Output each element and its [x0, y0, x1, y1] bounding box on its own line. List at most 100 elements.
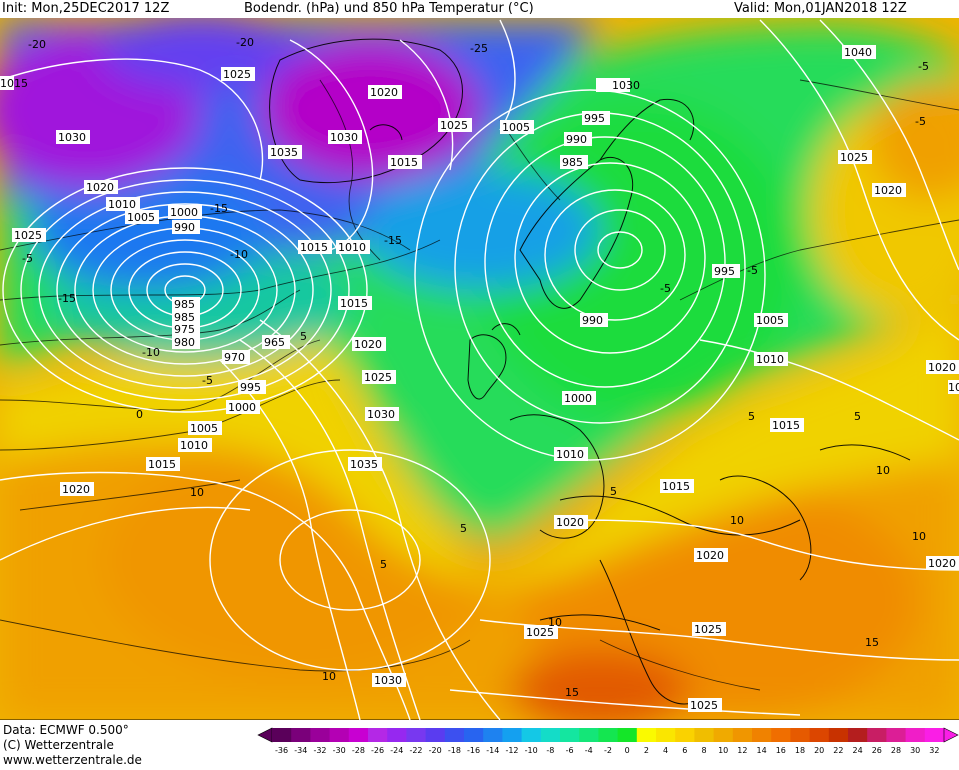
scale-swatch	[348, 728, 369, 742]
pressure-label-text: 1015	[772, 419, 800, 432]
scale-swatch	[425, 728, 446, 742]
pressure-label: 1015	[770, 418, 804, 432]
scale-swatch	[867, 728, 887, 742]
pressure-label: 1040	[842, 45, 876, 59]
pressure-label: 1020	[694, 548, 728, 562]
scale-tick-label: -36	[275, 746, 288, 755]
pressure-label-text: 1015	[300, 241, 328, 254]
scale-swatch	[732, 728, 753, 742]
pressure-label: 1020	[872, 183, 906, 197]
pressure-label: 985	[560, 155, 588, 169]
pressure-label: 1035	[268, 145, 302, 159]
pressure-label-text: 1020	[696, 549, 724, 562]
isobars	[0, 19, 959, 720]
copyright-label: (C) Wetterzentrale	[3, 738, 114, 752]
scale-tick-label: 28	[891, 746, 901, 755]
scale-tick-label: -2	[604, 746, 612, 755]
pressure-label-text: 985	[174, 311, 195, 324]
pressure-label: 1020	[368, 85, 402, 99]
scale-swatch	[828, 728, 849, 742]
scale-swatch	[636, 728, 657, 742]
temperature-label: 10	[548, 616, 562, 629]
pressure-label: 1005	[500, 120, 534, 134]
temperature-label: -15	[384, 234, 402, 247]
scale-swatch	[502, 728, 523, 742]
scale-swatch	[752, 728, 772, 742]
pressure-label: 1015	[146, 457, 180, 471]
temperature-label: 10	[876, 464, 890, 477]
temperature-label: 5	[854, 410, 861, 423]
scale-tick-label: -34	[294, 746, 307, 755]
temperature-label: 10	[322, 670, 336, 683]
pressure-label-text: 1020	[948, 381, 959, 394]
pressure-label-text: 1010	[180, 439, 208, 452]
pressure-label-text: 1020	[354, 338, 382, 351]
scale-tick-label: 12	[737, 746, 747, 755]
scale-tick-label: 6	[682, 746, 687, 755]
pressure-label-text: 1025	[364, 371, 392, 384]
scale-tick-label: 20	[814, 746, 824, 755]
scale-tick-label: -6	[566, 746, 574, 755]
scale-tick-label: -8	[546, 746, 554, 755]
temperature-label: 10	[730, 514, 744, 527]
scale-tick-label: -22	[409, 746, 422, 755]
pressure-label-text: 1000	[228, 401, 256, 414]
temperature-label: -15	[210, 202, 228, 215]
temperature-color-scale: -36 -34 -32 -30 -28 -26 -24 -22 -20 -18 -16 -14 -12-…	[257, 727, 959, 755]
temperature-label: 10	[190, 486, 204, 499]
pressure-label-text: 1025	[223, 68, 251, 81]
pressure-label-text: 1015	[340, 297, 368, 310]
scale-tick-label: 8	[701, 746, 706, 755]
pressure-label-text: 1000	[170, 206, 198, 219]
scale-swatch	[464, 728, 484, 742]
pressure-label-text: 1030	[612, 79, 640, 92]
pressure-label: 1025	[438, 118, 472, 132]
scale-swatch	[694, 728, 715, 742]
pressure-label: 995	[712, 264, 740, 278]
pressure-label: 1020	[948, 380, 959, 394]
pressure-label-text: 1020	[928, 361, 956, 374]
temperature-label: -5	[747, 264, 758, 277]
temperature-labels: -20 -25 -20 -15 -10 -5 -15 -10 -5 0 5 10…	[22, 36, 929, 699]
pressure-label: 1020	[926, 360, 959, 374]
pressure-label: 1030	[372, 673, 406, 687]
pressure-label-text: 965	[264, 336, 285, 349]
scale-tick-label: 14	[757, 746, 767, 755]
pressure-label: 990	[580, 313, 608, 327]
scale-tick-label: 22	[833, 746, 843, 755]
pressure-label: 1020	[352, 337, 386, 351]
temperature-label: -5	[202, 374, 213, 387]
temperature-label: -20	[236, 36, 254, 49]
scale-swatch	[291, 728, 311, 742]
pressure-labels: 1040 1030 1025 1020 1015 1010 1005 1000 …	[0, 45, 959, 712]
pressure-label: 1030	[596, 78, 640, 92]
pressure-label-text: 1040	[844, 46, 872, 59]
pressure-label-text: 1030	[58, 131, 86, 144]
scale-tick-label: 16	[776, 746, 786, 755]
pressure-label: 1000	[168, 205, 202, 219]
scale-swatch	[560, 728, 580, 742]
pressure-label: 1000	[226, 400, 260, 414]
scale-tick-label: -10	[525, 746, 538, 755]
pressure-label-text: 1005	[756, 314, 784, 327]
scale-tick-label: -20	[429, 746, 442, 755]
pressure-label: 995	[238, 380, 266, 394]
pressure-label: 975	[172, 322, 200, 336]
map-title: Bodendr. (hPa) und 850 hPa Temperatur (°…	[244, 1, 534, 16]
temperature-label: -10	[230, 248, 248, 261]
pressure-label: 1015	[338, 296, 372, 310]
data-source-label: Data: ECMWF 0.500°	[3, 723, 129, 737]
map-footer: Data: ECMWF 0.500° (C) Wetterzentrale ww…	[0, 720, 959, 770]
pressure-label-text: 1005	[127, 211, 155, 224]
temperature-label: 0	[136, 408, 143, 421]
scale-swatch	[713, 728, 734, 742]
scale-tick-label: 26	[872, 746, 882, 755]
pressure-label: 1005	[754, 313, 788, 327]
scale-tick-label: -4	[585, 746, 593, 755]
pressure-label-text: 995	[714, 265, 735, 278]
scale-tick-label: -16	[467, 746, 480, 755]
pressure-label: 1020	[84, 180, 118, 194]
scale-tick-label: 2	[644, 746, 649, 755]
scale-tick-label: -32	[313, 746, 326, 755]
temperature-label: 15	[865, 636, 879, 649]
